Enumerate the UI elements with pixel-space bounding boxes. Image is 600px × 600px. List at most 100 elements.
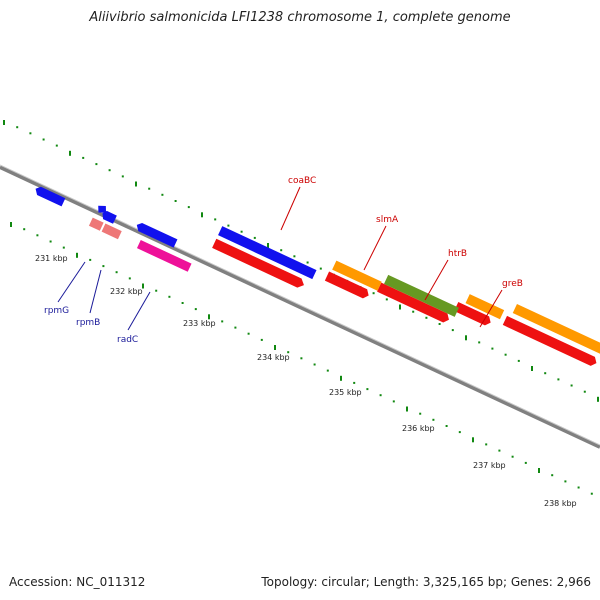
- inner-track-dot: [155, 289, 158, 292]
- inner-track-dot: [128, 277, 131, 280]
- label-greB: greB: [502, 279, 523, 289]
- gene-orange-right[interactable]: [512, 303, 600, 360]
- gene-red-4[interactable]: [454, 301, 493, 327]
- outer-track-dot: [135, 181, 137, 187]
- outer-track-dot: [465, 335, 467, 341]
- inner-track-dot: [458, 431, 461, 434]
- leader-rpmG: [57, 261, 86, 303]
- gene-slmA-orange[interactable]: [332, 260, 382, 291]
- inner-track-dot: [49, 240, 52, 243]
- inner-track-dot: [89, 258, 92, 261]
- outer-track-dot: [240, 230, 243, 233]
- outer-track-dot: [3, 120, 5, 125]
- gene-red-3[interactable]: [377, 282, 451, 325]
- inner-track-dot: [511, 455, 514, 458]
- gene-red-5[interactable]: [502, 315, 599, 368]
- leader-htrB: [424, 259, 449, 301]
- outer-track-dot: [82, 156, 85, 159]
- inner-track-dot: [181, 302, 184, 304]
- label-rpmB: rpmB: [76, 318, 100, 328]
- inner-track-dot: [10, 222, 12, 227]
- scale-label-231: 231 kbp: [35, 254, 68, 263]
- inner-track-dot: [300, 357, 303, 360]
- outer-track-dot: [531, 366, 533, 371]
- gene-blue-arrow-3[interactable]: [100, 210, 117, 224]
- inner-track-dot: [472, 437, 474, 443]
- outer-track-dot: [544, 372, 547, 375]
- gene-htrB-green[interactable]: [384, 274, 459, 317]
- inner-track-dot: [208, 314, 210, 320]
- label-htrB: htrB: [448, 249, 467, 259]
- outer-track-dot: [557, 378, 560, 381]
- outer-track-dot: [306, 261, 309, 264]
- outer-dot-track: [3, 120, 599, 402]
- inner-track-dot: [313, 363, 316, 366]
- inner-track-dot: [577, 486, 580, 489]
- label-slmA: slmA: [376, 215, 399, 225]
- gene-blue-arrow-1[interactable]: [33, 185, 66, 207]
- gene-coaBC-red[interactable]: [212, 238, 306, 290]
- inner-track-dot: [194, 308, 197, 311]
- inner-track-dot: [221, 320, 224, 323]
- outer-track-dot: [293, 255, 296, 258]
- outer-track-dot: [42, 138, 45, 141]
- inner-track-dot: [551, 474, 554, 477]
- gene-rpmB-pink-2[interactable]: [101, 223, 122, 240]
- accession-text: Accession: NC_011312: [9, 575, 146, 589]
- scale-label-235: 235 kbp: [329, 388, 362, 397]
- outer-track-dot: [491, 347, 494, 350]
- genome-backbone-highlight: [0, 164, 600, 446]
- outer-track-dot: [517, 359, 520, 362]
- gene-blue-arrow-4[interactable]: [135, 221, 178, 248]
- inner-track-dot: [485, 443, 488, 446]
- leader-rpmB: [89, 269, 102, 314]
- gene-rpmB-pink-1[interactable]: [88, 217, 104, 231]
- outer-track-dot: [201, 212, 203, 218]
- outer-track-dot: [148, 187, 151, 190]
- leader-coaBC: [280, 186, 301, 231]
- label-rpmG: rpmG: [44, 306, 69, 316]
- gene-red-2[interactable]: [324, 271, 371, 301]
- inner-track-dot: [326, 369, 329, 372]
- outer-track-dot: [121, 175, 124, 178]
- inner-track-dot: [366, 388, 369, 391]
- inner-track-dot: [115, 271, 118, 274]
- inner-track-dot: [274, 345, 276, 350]
- inner-track-dot: [419, 412, 422, 415]
- inner-track-dot: [247, 332, 250, 335]
- outer-track-dot: [425, 316, 428, 319]
- gene-greB-orange[interactable]: [465, 294, 505, 320]
- inner-track-dot: [234, 326, 237, 329]
- leader-slmA: [363, 225, 387, 271]
- gene-blue-arrow-2[interactable]: [96, 203, 109, 215]
- inner-track-dot: [564, 480, 567, 483]
- scale-label-238: 238 kbp: [544, 499, 577, 508]
- inner-track-dot: [287, 351, 290, 354]
- outer-track-dot: [280, 249, 283, 252]
- outer-track-dot: [597, 396, 599, 402]
- inner-track-dot: [353, 381, 356, 384]
- outer-track-dot: [412, 310, 415, 313]
- gene-radC-magenta[interactable]: [136, 239, 192, 272]
- inner-track-dot: [392, 400, 395, 403]
- outer-track-dot: [253, 236, 256, 239]
- outer-track-dot: [399, 304, 401, 310]
- outer-track-dot: [187, 206, 190, 209]
- inner-track-dot: [379, 394, 382, 397]
- scale-label-232: 232 kbp: [110, 287, 143, 296]
- topology-text: Topology: circular; Length: 3,325,165 bp…: [261, 575, 591, 589]
- inner-track-dot: [406, 406, 408, 412]
- gene-coaBC-blue[interactable]: [218, 226, 317, 280]
- outer-track-dot: [16, 126, 19, 129]
- scale-label-234: 234 kbp: [257, 353, 290, 362]
- outer-track-dot: [69, 150, 71, 156]
- outer-track-dot: [55, 144, 58, 147]
- outer-track-dot: [214, 218, 217, 221]
- outer-track-dot: [267, 243, 269, 248]
- outer-track-dot: [108, 169, 111, 172]
- inner-track-dot: [340, 375, 342, 381]
- outer-track-dot: [385, 298, 388, 301]
- outer-track-dot: [570, 384, 573, 387]
- inner-track-dot: [524, 461, 527, 464]
